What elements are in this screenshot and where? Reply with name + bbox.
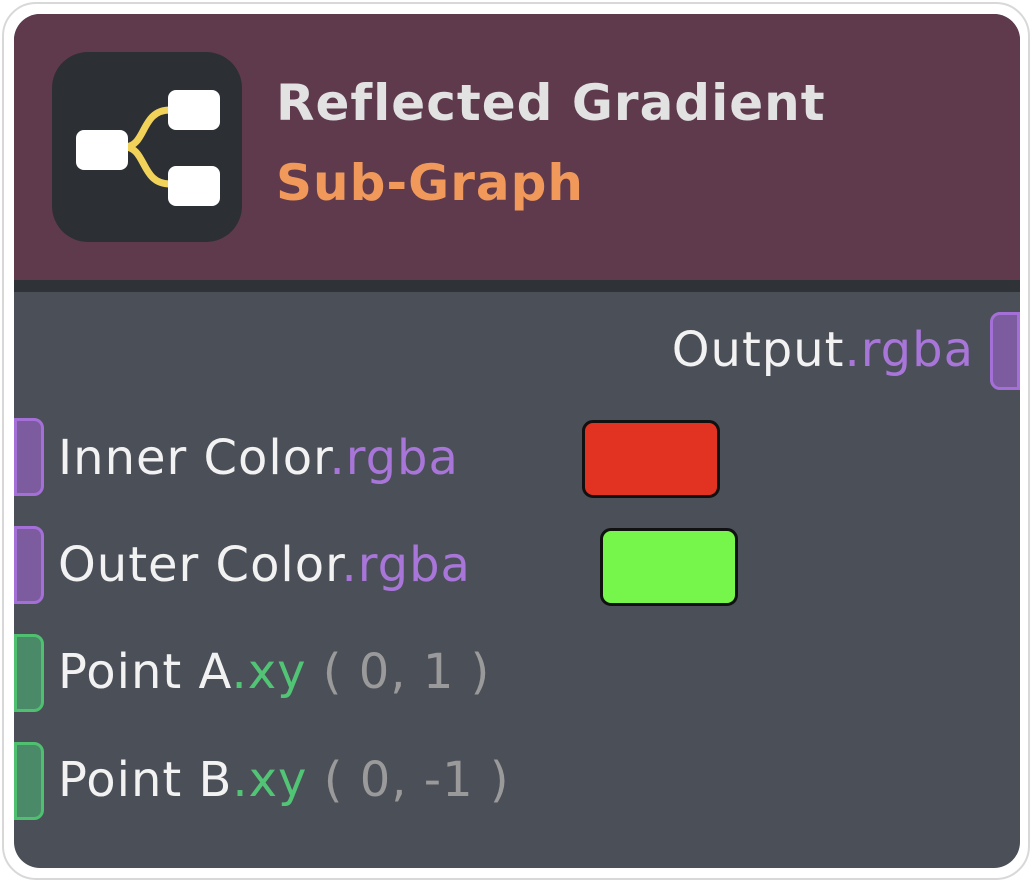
point-a-label: Point A.xy ( 0, 1 ) (58, 644, 491, 700)
point-b-port[interactable] (14, 742, 44, 820)
outer-color-swatch[interactable] (600, 528, 738, 606)
inner-color-label: Inner Color.rgba (58, 430, 459, 486)
outer-color-label: Outer Color.rgba (58, 537, 471, 593)
node-subtitle: Sub-Graph (276, 154, 584, 212)
node-title: Reflected Gradient (276, 74, 826, 132)
outer-color-port[interactable] (14, 526, 44, 604)
point-b-value[interactable]: ( 0, -1 ) (323, 752, 510, 808)
output-port[interactable] (990, 312, 1020, 390)
point-b-label: Point B.xy ( 0, -1 ) (58, 752, 510, 808)
header-divider (14, 280, 1020, 292)
node-header[interactable]: Reflected Gradient Sub-Graph (14, 14, 1020, 280)
inner-color-swatch[interactable] (582, 420, 720, 498)
inner-color-port[interactable] (14, 418, 44, 496)
point-a-value[interactable]: ( 0, 1 ) (322, 644, 491, 700)
output-port-label: Output.rgba (671, 322, 974, 378)
sub-graph-node[interactable]: Reflected Gradient Sub-Graph Output.rgba… (14, 14, 1020, 868)
point-a-port[interactable] (14, 634, 44, 712)
sub-graph-icon (52, 52, 242, 242)
